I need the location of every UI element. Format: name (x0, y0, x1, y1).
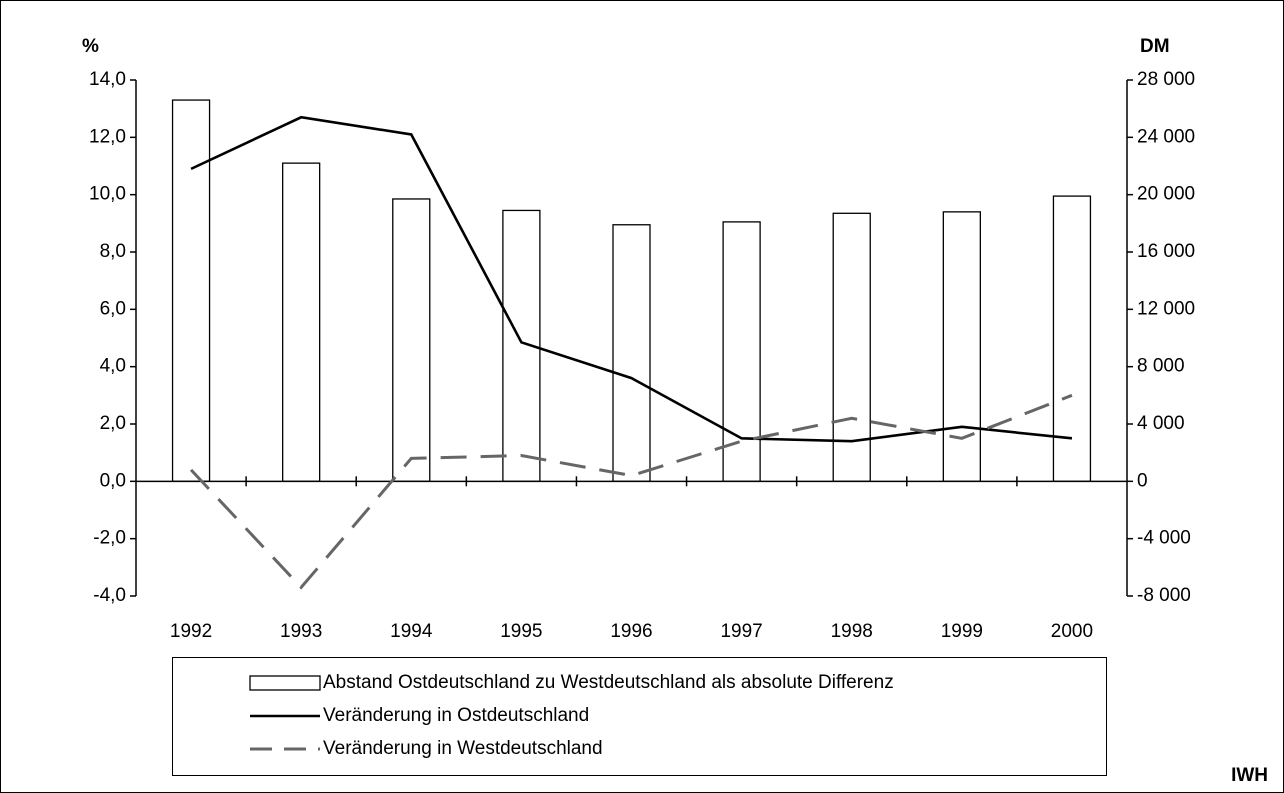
x-tick-label: 1992 (170, 621, 212, 642)
y-tick-label: -4,0 (93, 585, 126, 606)
y-tick-label: -2,0 (93, 528, 126, 549)
x-tick-label: 1997 (720, 621, 762, 642)
line-series (189, 393, 1073, 590)
y2-tick-label: 4 000 (1137, 413, 1185, 434)
legend-label: Abstand Ostdeutschland zu Westdeutschlan… (323, 672, 894, 693)
legend-label: Veränderung in Westdeutschland (323, 738, 603, 759)
y-tick-label: 14,0 (89, 69, 126, 90)
bar (942, 211, 981, 482)
y-tick-label: 2,0 (100, 413, 126, 434)
x-tick-label: 1995 (500, 621, 542, 642)
y2-tick-label: 28 000 (1137, 69, 1195, 90)
x-tick-label: 1999 (941, 621, 983, 642)
bar (832, 212, 871, 482)
y2-tick-label: -8 000 (1137, 585, 1191, 606)
y-tick-label: 0,0 (100, 470, 126, 491)
y-tick-label: 12,0 (89, 126, 126, 147)
legend-label: Veränderung in Ostdeutschland (323, 705, 589, 726)
x-tick-label: 2000 (1051, 621, 1093, 642)
y-tick-label: 10,0 (89, 184, 126, 205)
y2-tick-label: -4 000 (1137, 528, 1191, 549)
x-tick-label: 1996 (610, 621, 652, 642)
y-tick-label: 4,0 (100, 356, 126, 377)
bar (722, 221, 761, 482)
x-tick-label: 1994 (390, 621, 433, 642)
x-tick-label: 1993 (280, 621, 322, 642)
source: IWH (1231, 765, 1268, 786)
y2-tick-label: 20 000 (1137, 184, 1195, 205)
y-axis-title: % (82, 36, 99, 57)
x-tick-label: 1998 (831, 621, 873, 642)
y2-axis-title: DM (1140, 36, 1170, 57)
y2-tick-label: 12 000 (1137, 298, 1195, 319)
bar (392, 198, 431, 482)
bar (612, 224, 651, 482)
legend-swatch (249, 675, 321, 691)
y-tick-label: 8,0 (100, 241, 126, 262)
bar (171, 99, 211, 482)
y2-tick-label: 24 000 (1137, 126, 1195, 147)
y2-tick-label: 16 000 (1137, 241, 1195, 262)
y2-tick-label: 0 (1137, 470, 1148, 491)
bar (282, 162, 321, 482)
bar (1052, 195, 1092, 482)
legend (172, 657, 1107, 776)
y2-tick-label: 8 000 (1137, 356, 1185, 377)
y-tick-label: 6,0 (100, 298, 126, 319)
